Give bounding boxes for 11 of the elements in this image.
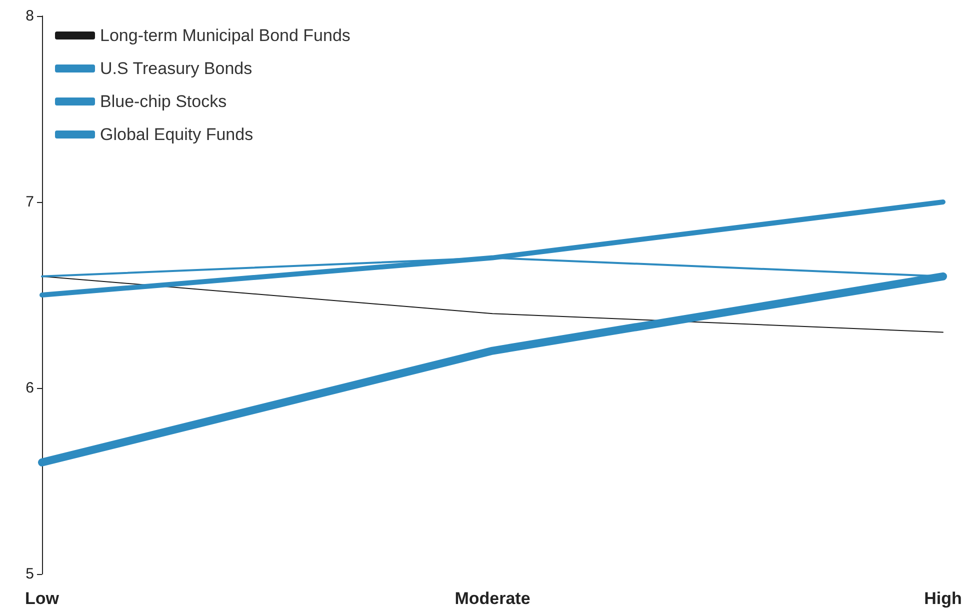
y-tick-label: 6	[26, 380, 34, 396]
x-tick-label: High	[924, 589, 962, 608]
x-tick-label: Moderate	[454, 589, 530, 608]
legend-label: Blue-chip Stocks	[100, 92, 227, 111]
legend-label: U.S Treasury Bonds	[100, 59, 252, 78]
x-tick-label: Low	[25, 589, 60, 608]
y-tick-label: 7	[26, 194, 34, 210]
legend-label: Global Equity Funds	[100, 125, 254, 144]
legend-label: Long-term Municipal Bond Funds	[100, 26, 350, 45]
y-tick-label: 5	[26, 566, 34, 582]
y-tick-label: 8	[26, 8, 34, 24]
